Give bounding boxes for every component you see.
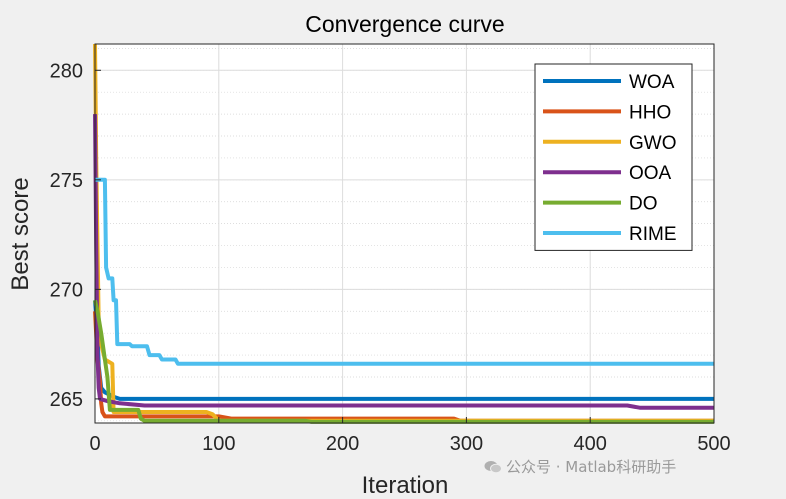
series-line-rime — [95, 177, 714, 366]
x-tick-label: 300 — [450, 433, 483, 455]
legend-label: RIME — [629, 224, 677, 245]
y-tick-label: 270 — [50, 279, 83, 301]
x-tick-label: 200 — [326, 433, 359, 455]
legend-label: GWO — [629, 133, 677, 154]
chart-title: Convergence curve — [305, 11, 504, 37]
legend: WOA HHO GWO OOA DO RIME — [534, 63, 693, 251]
legend-label: HHO — [629, 102, 671, 123]
watermark-text: 公众号 · Matlab科研助手 — [506, 458, 677, 476]
watermark: 公众号 · Matlab科研助手 — [484, 456, 676, 477]
axis-ticks: 0 100 200 300 400 500 265 270 275 280 — [50, 60, 731, 455]
y-tick-label: 275 — [50, 170, 83, 192]
legend-label: WOA — [629, 72, 675, 93]
legend-label: DO — [629, 194, 658, 215]
legend-box — [534, 63, 693, 251]
x-tick-label: 500 — [697, 433, 730, 455]
x-tick-label: 0 — [89, 433, 100, 455]
series-line-do — [93, 299, 714, 424]
y-tick-label: 265 — [50, 389, 83, 411]
y-tick-label: 280 — [50, 60, 83, 82]
plot-border — [94, 43, 715, 424]
legend-label: OOA — [629, 163, 672, 184]
series-lines — [93, 43, 714, 424]
x-axis-label: Iteration — [362, 472, 449, 499]
wechat-icon — [484, 461, 502, 474]
y-axis-label: Best score — [7, 177, 34, 290]
x-tick-label: 100 — [202, 433, 235, 455]
x-tick-label: 400 — [574, 433, 607, 455]
